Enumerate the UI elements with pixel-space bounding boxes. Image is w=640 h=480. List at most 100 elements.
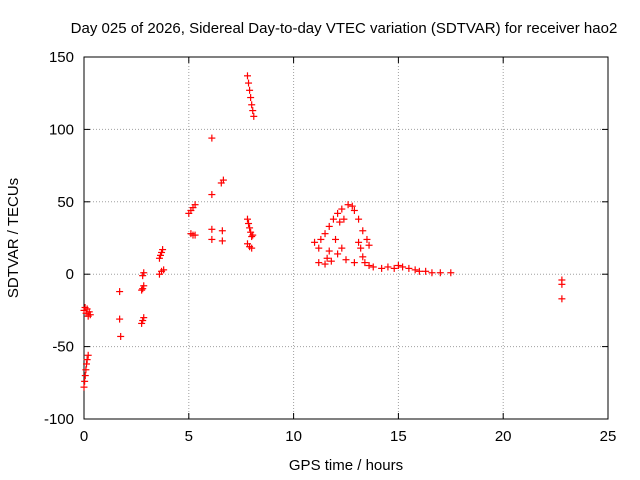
y-tick-label: 150: [49, 49, 74, 66]
data-point: [208, 235, 216, 243]
data-point: [327, 257, 335, 265]
data-point: [428, 269, 436, 277]
axis-ticks: [83, 56, 609, 420]
data-point: [338, 244, 346, 252]
data-point: [250, 112, 258, 120]
data-point: [394, 262, 402, 270]
data-point: [447, 269, 455, 277]
x-tick-label: 5: [185, 428, 193, 445]
data-point: [369, 263, 377, 271]
data-point: [365, 262, 373, 270]
data-point: [363, 235, 371, 243]
data-point: [355, 238, 363, 246]
data-point: [378, 264, 386, 272]
y-tick-label: 0: [66, 266, 74, 283]
data-point: [246, 224, 254, 232]
data-point: [342, 256, 350, 264]
data-point: [80, 383, 88, 391]
data-point: [558, 295, 566, 303]
data-point: [348, 202, 356, 210]
data-point: [359, 253, 367, 261]
data-point: [317, 235, 325, 243]
data-point: [83, 356, 91, 364]
data-point: [329, 215, 337, 223]
y-tick-label: -100: [44, 411, 74, 428]
data-point: [249, 231, 257, 239]
grid: [84, 57, 608, 419]
data-point: [357, 244, 365, 252]
data-point: [246, 86, 254, 94]
data-point: [218, 237, 226, 245]
data-point: [344, 201, 352, 209]
data-point: [361, 259, 369, 267]
data-point: [138, 286, 146, 294]
data-point: [384, 263, 392, 271]
data-point: [81, 377, 89, 385]
data-point: [117, 332, 125, 340]
data-point: [191, 201, 199, 209]
data-point: [355, 215, 363, 223]
data-point: [140, 269, 148, 277]
y-tick-label: 50: [57, 194, 74, 211]
data-point: [86, 311, 94, 319]
data-point: [336, 218, 344, 226]
data-point: [247, 94, 255, 102]
data-point: [116, 315, 124, 323]
y-tick-label: 100: [49, 121, 74, 138]
data-point: [323, 254, 331, 262]
data-point: [315, 244, 323, 252]
data-point: [311, 238, 319, 246]
data-point: [332, 235, 340, 243]
data-point: [365, 241, 373, 249]
data-point: [159, 246, 167, 254]
data-point: [558, 280, 566, 288]
data-point: [334, 209, 342, 217]
data-point: [248, 233, 256, 241]
data-point: [219, 176, 227, 184]
tick-labels: 0 5 10 15 20 25 -100 -50 0 50 100 150: [44, 49, 616, 445]
data-point: [245, 220, 253, 228]
data-point: [140, 282, 148, 290]
data-point: [208, 225, 216, 233]
data-point: [350, 206, 358, 214]
data-point: [390, 264, 398, 272]
data-point: [243, 72, 251, 80]
data-points: [80, 72, 566, 391]
x-axis-label: GPS time / hours: [289, 457, 403, 474]
data-point: [83, 360, 91, 368]
data-point: [116, 288, 124, 296]
data-point: [191, 231, 199, 239]
data-point: [208, 191, 216, 199]
x-tick-label: 10: [285, 428, 302, 445]
x-tick-label: 0: [80, 428, 88, 445]
data-point: [399, 263, 407, 271]
data-point: [411, 266, 419, 274]
plot-frame: [83, 56, 609, 420]
data-point: [243, 215, 251, 223]
data-point: [338, 205, 346, 213]
data-point: [436, 269, 444, 277]
data-point: [249, 107, 257, 115]
data-point: [325, 247, 333, 255]
data-point: [245, 79, 253, 87]
data-point: [140, 314, 148, 322]
data-point: [405, 264, 413, 272]
x-tick-label: 15: [390, 428, 407, 445]
chart-title: Day 025 of 2026, Sidereal Day-to-day VTE…: [71, 20, 618, 37]
data-point: [315, 259, 323, 267]
data-point: [208, 134, 216, 142]
data-point: [325, 222, 333, 230]
data-point: [218, 227, 226, 235]
x-tick-label: 25: [600, 428, 617, 445]
data-point: [321, 260, 329, 268]
data-point: [415, 267, 423, 275]
data-point: [248, 244, 256, 252]
data-point: [359, 227, 367, 235]
data-point: [82, 366, 90, 374]
y-tick-label: -50: [52, 339, 74, 356]
data-point: [422, 267, 430, 275]
y-axis-label: SDTVAR / TECUs: [5, 178, 22, 298]
data-point: [350, 259, 358, 267]
data-point: [81, 372, 89, 380]
